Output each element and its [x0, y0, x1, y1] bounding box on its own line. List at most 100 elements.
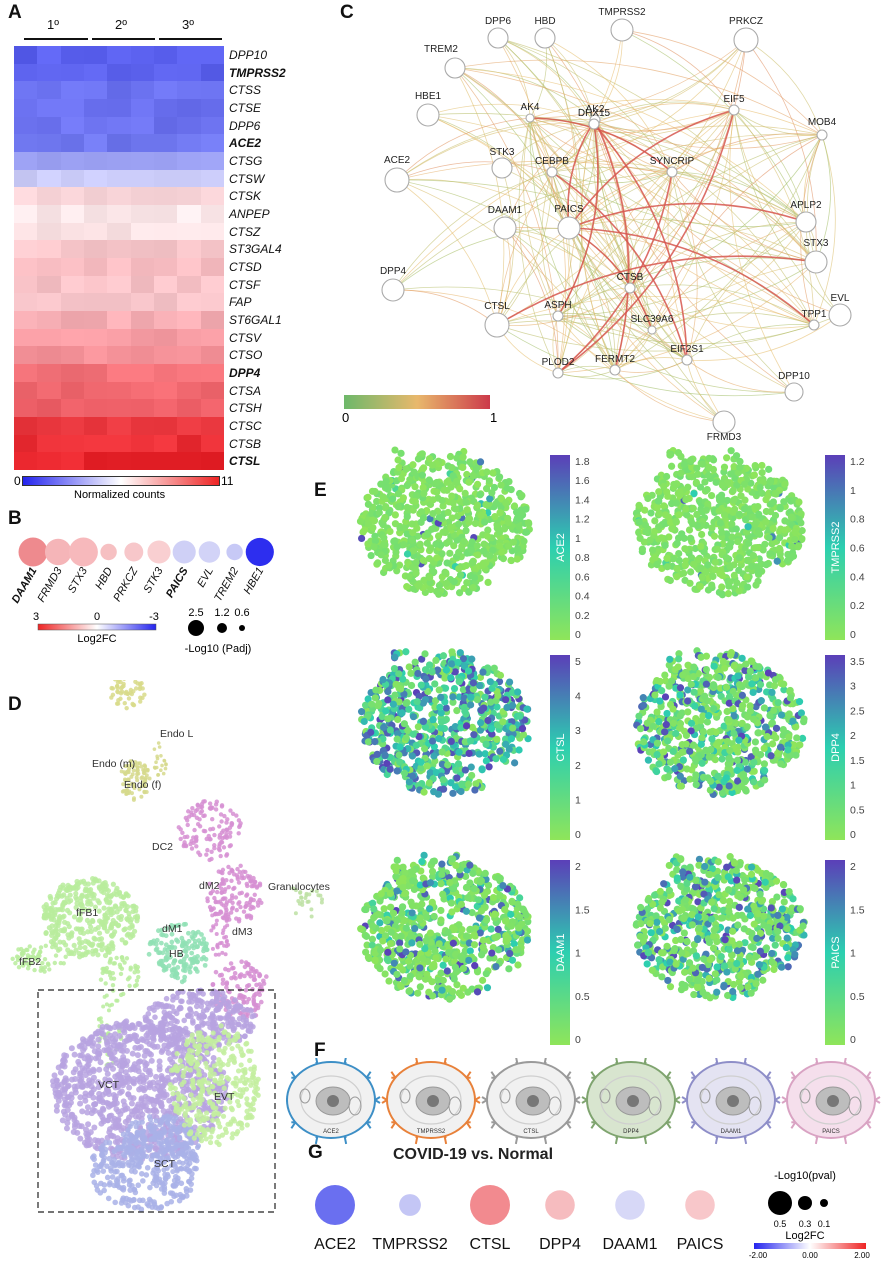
- network-node: [535, 28, 555, 48]
- heatmap-cell: [154, 276, 178, 294]
- comparison-bubble: [685, 1190, 715, 1220]
- heatmap-cell: [14, 205, 38, 223]
- comparison-title: COVID-19 vs. Normal: [0, 1146, 886, 1164]
- feature-colorbar-tick: 0.2: [575, 610, 590, 622]
- comparison-bubble: [615, 1190, 645, 1220]
- comparison-bubble: [315, 1185, 355, 1225]
- heatmap-cell: [201, 117, 225, 135]
- feature-colorbar-tick: 2: [850, 861, 856, 873]
- heatmap-cell: [61, 205, 85, 223]
- network-edge: [615, 370, 724, 422]
- fc-bubble: [45, 539, 71, 565]
- cell-label: DPP4: [623, 1129, 639, 1135]
- heatmap-cell: [131, 417, 155, 435]
- heatmap-gene-label: ST6GAL1: [229, 314, 282, 326]
- heatmap-cell: [14, 223, 38, 241]
- heatmap-cell: [84, 152, 108, 170]
- heatmap-cell: [107, 311, 131, 329]
- heatmap-cell: [84, 223, 108, 241]
- heatmap-gene-label: DPP6: [229, 120, 260, 132]
- network-node-label: FERMT2: [595, 354, 635, 365]
- heatmap-cell: [84, 81, 108, 99]
- heatmap-cell: [177, 258, 201, 276]
- feature-colorbar-tick: 1: [575, 948, 581, 960]
- heatmap-cell: [177, 99, 201, 117]
- umap-cluster: [177, 799, 243, 862]
- feature-colorbar-tick: 2: [575, 861, 581, 873]
- heatmap-gene-label: ST3GAL4: [229, 243, 282, 255]
- comparison-gene-label: TMPRSS2: [372, 1236, 448, 1253]
- network-edge: [530, 100, 822, 135]
- heatmap-cell: [107, 46, 131, 64]
- heatmap-cell: [201, 452, 225, 470]
- network-node: [385, 168, 409, 192]
- heatmap-cell: [154, 46, 178, 64]
- network-node-label: ACE2: [384, 155, 411, 166]
- heatmap-cell: [131, 240, 155, 258]
- heatmap-cell: [107, 399, 131, 417]
- heatmap-cell: [14, 170, 38, 188]
- network-node: [805, 251, 827, 273]
- network-node-label: TPP1: [801, 309, 826, 320]
- heatmap-cell: [107, 117, 131, 135]
- feature-colorbar-tick: 1.8: [575, 456, 590, 468]
- heatmap-colorbar: [22, 476, 220, 486]
- g-fc-label: Log2FC: [785, 1230, 824, 1242]
- heatmap-cell: [61, 346, 85, 364]
- heatmap-cell: [37, 382, 61, 400]
- heatmap-cell: [37, 417, 61, 435]
- fc-bubble: [226, 544, 242, 560]
- heatmap-cell: [14, 187, 38, 205]
- fc-bubble: [69, 538, 98, 567]
- heatmap-cell: [61, 311, 85, 329]
- heatmap-gene-label: CTSB: [229, 438, 261, 450]
- feature-colorbar-tick: 1: [850, 948, 856, 960]
- heatmap-cell: [107, 346, 131, 364]
- heatmap-cell: [177, 452, 201, 470]
- feature-colorbar-tick: 1.4: [575, 494, 590, 506]
- cell-label: TMPRSS2: [417, 1129, 446, 1135]
- heatmap-cell: [201, 152, 225, 170]
- umap-cluster-label: VCT: [98, 1079, 120, 1091]
- network-node: [445, 58, 465, 78]
- bubble-gene-label: PAICS: [164, 565, 191, 600]
- heatmap-cell: [37, 152, 61, 170]
- heatmap-cell: [154, 99, 178, 117]
- network-node: [547, 167, 557, 177]
- network-node-label: SLC39A6: [631, 314, 674, 325]
- network-node-label: ASPH: [544, 300, 571, 311]
- heatmap-cell: [154, 435, 178, 453]
- heatmap-cell: [37, 311, 61, 329]
- network-node: [713, 411, 735, 433]
- heatmap-cell: [14, 152, 38, 170]
- umap-cluster: [109, 680, 146, 710]
- heatmap-cell: [61, 46, 85, 64]
- umap-cluster-label: HB: [169, 948, 184, 960]
- comparison-gene-label: DAAM1: [602, 1236, 657, 1253]
- network-node: [553, 311, 563, 321]
- heatmap-cell: [201, 311, 225, 329]
- network-node: [829, 304, 851, 326]
- comparison-gene-label: DPP4: [539, 1236, 581, 1253]
- heatmap-cell: [131, 205, 155, 223]
- heatmap-gene-label: CTSO: [229, 349, 262, 361]
- network-edge: [730, 110, 794, 392]
- cell-label: CTSL: [523, 1129, 539, 1135]
- heatmap-cell: [107, 99, 131, 117]
- feature-colorbar-tick: 1: [850, 485, 856, 497]
- bubble-gene-label: HBD: [93, 565, 115, 591]
- heatmap-gene-label: FAP: [229, 296, 251, 308]
- feature-colorbar-title: ACE2: [555, 533, 567, 562]
- feature-colorbar-tick: 2: [575, 760, 581, 772]
- cell-label: PAICS: [822, 1129, 840, 1135]
- heatmap-cell: [154, 417, 178, 435]
- network-edge: [397, 180, 497, 325]
- heatmap-cell: [201, 293, 225, 311]
- feature-colorbar-title: DAAM1: [555, 934, 567, 972]
- heatmap-cell: [37, 81, 61, 99]
- heatmap-cell: [154, 170, 178, 188]
- replicate-label-3: 3º: [182, 17, 194, 32]
- heatmap-cell: [131, 293, 155, 311]
- heatmap-cell: [61, 117, 85, 135]
- heatmap-cell: [61, 364, 85, 382]
